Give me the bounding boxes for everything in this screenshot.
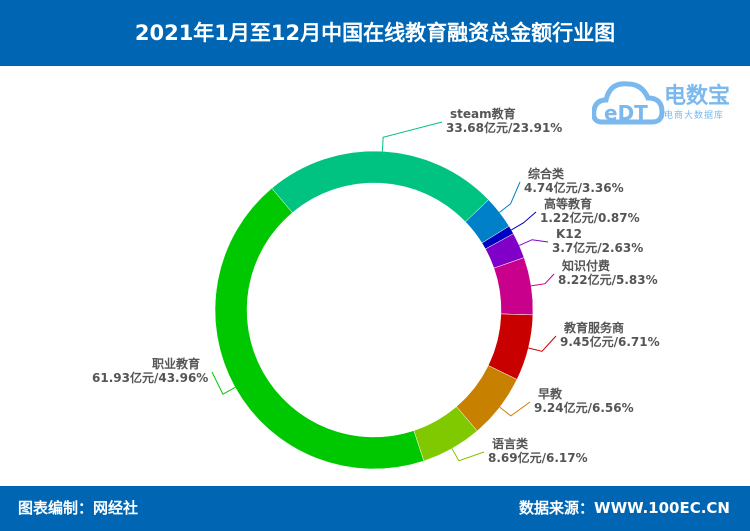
slice-4 [493, 257, 534, 316]
slice-8 [214, 187, 425, 470]
leader-line-8 [211, 371, 236, 395]
cloud-logo-icon: eDT [592, 81, 665, 125]
logo: eDT 电数宝 电商大数据库 [592, 72, 742, 132]
data-label: 9.24亿元/6.56% [534, 400, 634, 415]
category-label: 语言类 [492, 436, 529, 451]
category-label: 早教 [538, 386, 563, 401]
category-label: 职业教育 [152, 356, 200, 371]
logo-tagline: 电商大数据库 [664, 111, 725, 121]
leader-line-3 [519, 239, 549, 246]
leader-line-1 [499, 181, 521, 213]
data-label: 9.45亿元/6.71% [560, 334, 660, 349]
leader-line-4 [531, 273, 555, 287]
leader-line-6 [499, 401, 531, 417]
footer-credit: 图表编制：网经社 [18, 499, 139, 517]
category-label: 知识付费 [561, 258, 610, 273]
logo-name: 电数宝 [664, 84, 731, 109]
footer-source: 数据来源：WWW.100EC.CN [519, 499, 730, 517]
leader-line-7 [451, 448, 485, 462]
data-label: 4.74亿元/3.36% [524, 180, 624, 195]
leader-line-2 [511, 211, 537, 231]
data-label: 3.7亿元/2.63% [552, 240, 643, 255]
data-label: 61.93亿元/43.96% [92, 370, 208, 385]
category-label: 教育服务商 [563, 320, 624, 335]
category-label: 综合类 [528, 166, 565, 181]
data-label: 1.22亿元/0.87% [540, 210, 640, 225]
leader-line-0 [381, 121, 443, 152]
data-label: 8.22亿元/5.83% [558, 272, 658, 287]
footer: 图表编制：网经社 数据来源：WWW.100EC.CN [0, 486, 750, 531]
svg-text:eDT: eDT [604, 101, 648, 125]
chart-title: 2021年1月至12月中国在线教育融资总金额行业图 [0, 0, 750, 66]
category-label: steam教育 [450, 106, 516, 121]
data-label: 33.68亿元/23.91% [446, 120, 562, 135]
slice-0 [271, 150, 489, 223]
data-label: 8.69亿元/6.17% [488, 450, 588, 465]
category-label: 高等教育 [544, 196, 592, 211]
leader-line-5 [528, 335, 557, 352]
category-label: K12 [556, 227, 582, 241]
